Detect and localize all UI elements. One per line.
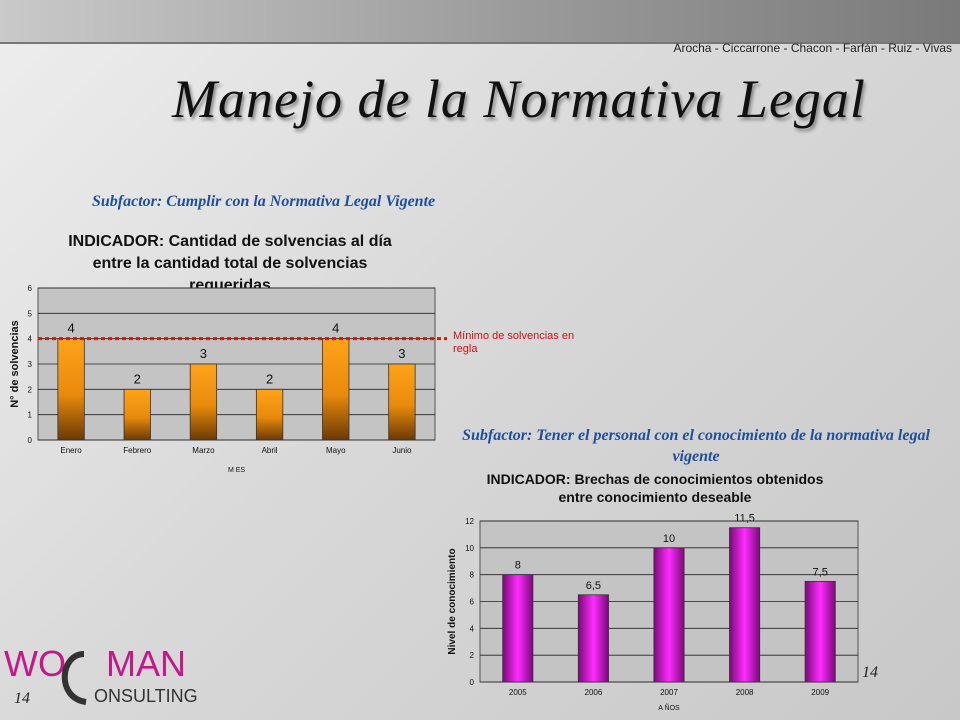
bar (189, 363, 218, 441)
data-label: 2 (134, 371, 141, 386)
data-label: 10 (663, 533, 675, 545)
bar (729, 527, 761, 683)
logo-text-2: MAN (106, 643, 186, 684)
subfactor-1: Subfactor: Cumplir con la Normativa Lega… (92, 193, 436, 210)
data-label: 11,5 (734, 513, 755, 525)
x-tick-label: Enero (60, 446, 82, 455)
y-tick-label: 1 (28, 411, 33, 420)
data-label: 6,5 (586, 580, 601, 592)
x-tick-label: 2005 (509, 688, 527, 697)
bar (388, 363, 416, 441)
bar (57, 338, 85, 441)
logo-c-shape (61, 651, 87, 705)
logo-text-3: ONSULTING (94, 686, 198, 706)
threshold-label: Mínimo de solvencias en regla (453, 330, 575, 355)
y-tick-label: 3 (28, 360, 33, 369)
bar (653, 547, 685, 683)
bar (322, 338, 350, 441)
data-label: 3 (200, 346, 207, 361)
y-tick-label: 0 (470, 678, 475, 687)
x-tick-label: 2007 (660, 688, 678, 697)
page-number-right: 14 (862, 664, 878, 681)
data-label: 7,5 (813, 566, 828, 578)
y-tick-label: 8 (470, 571, 475, 580)
x-tick-label: Junio (392, 446, 412, 455)
data-label: 8 (515, 560, 521, 572)
page-number-left: 14 (14, 690, 30, 707)
bar (804, 580, 836, 683)
chart-solvencias: 0 1 2 3 4 5 6 4 Enero 2 Febrero 3 Marzo 2 Abril 4 Mayo 3 J… (9, 284, 447, 474)
chart-brechas: 0 2 4 6 8 10 12 8 2005 6,5 2006 10 2007 11,5 2008 7,5 20… (447, 513, 859, 712)
subfactor-2: Subfactor: Tener el personal con el cono… (462, 427, 930, 465)
x-axis-label: M ES (228, 467, 245, 474)
bar (577, 594, 609, 683)
bar (123, 388, 151, 441)
x-tick-label: Abril (262, 446, 278, 455)
x-tick-label: 2008 (736, 688, 754, 697)
top-divider (0, 42, 960, 44)
x-tick-label: Febrero (123, 446, 152, 455)
x-axis-label: A ÑOS (658, 703, 680, 712)
y-tick-label: 0 (28, 436, 33, 445)
page-title: Manejo de la Normativa Legal (172, 69, 866, 129)
data-label: 4 (332, 321, 339, 336)
y-tick-label: 12 (465, 517, 474, 526)
y-tick-label: 2 (470, 651, 475, 660)
data-label: 4 (67, 321, 74, 336)
woman-consulting-logo: WO MAN ONSULTING (4, 643, 198, 706)
bar (255, 388, 284, 441)
y-tick-label: 6 (470, 598, 475, 607)
x-tick-label: Marzo (192, 446, 215, 455)
data-label: 3 (398, 346, 405, 361)
authors-line: Arocha - Ciccarrone - Chacon - Farfán - … (673, 41, 952, 55)
x-tick-label: 2009 (811, 688, 829, 697)
x-tick-label: Mayo (326, 446, 346, 455)
bar (502, 574, 534, 683)
logo-text-1: WO (4, 643, 66, 684)
data-label: 2 (266, 371, 273, 386)
y-tick-label: 4 (470, 624, 475, 633)
x-tick-label: 2006 (585, 688, 603, 697)
y-tick-label: 2 (28, 385, 33, 394)
y-axis-label: Nivel de conocimiento (447, 548, 458, 654)
y-tick-label: 4 (28, 335, 33, 344)
chart2-title: INDICADOR: Brechas de conocimientos obte… (486, 471, 824, 505)
y-tick-label: 6 (28, 284, 33, 293)
y-tick-label: 5 (28, 309, 33, 318)
y-tick-label: 10 (465, 544, 474, 553)
top-bar (0, 0, 960, 44)
y-axis-label: N° de solvencias (9, 320, 21, 408)
